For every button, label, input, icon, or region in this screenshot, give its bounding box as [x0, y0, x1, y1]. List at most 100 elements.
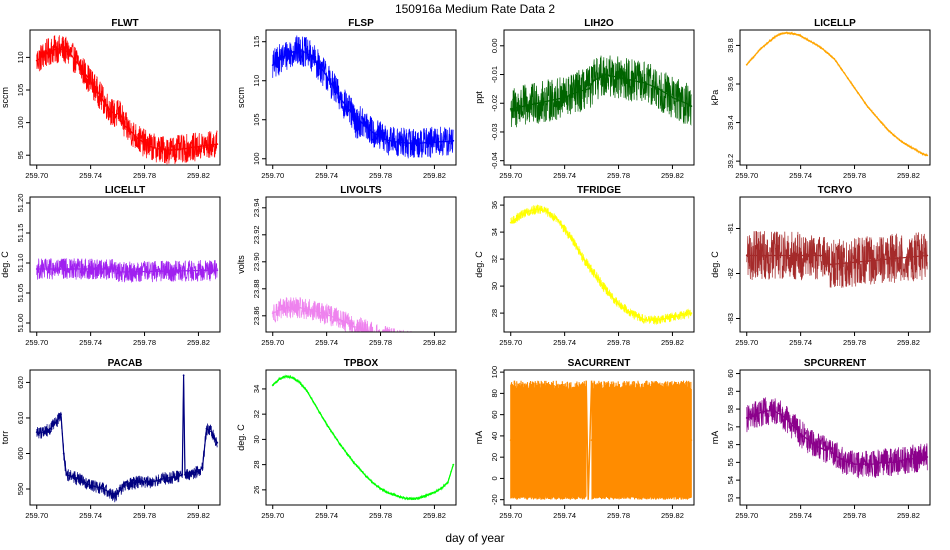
data-point — [271, 64, 274, 67]
data-point — [113, 113, 116, 116]
data-point — [345, 452, 348, 455]
y-axis-label: deg. C — [236, 424, 246, 451]
x-tick-label: 259.82 — [423, 338, 446, 347]
y-tick-label: 39.6 — [726, 77, 735, 92]
data-point — [823, 254, 826, 257]
noise-trace — [36, 35, 218, 165]
data-point — [563, 228, 566, 231]
data-point — [285, 54, 288, 56]
data-point — [658, 87, 660, 90]
data-point — [386, 139, 389, 141]
data-point — [89, 80, 92, 83]
data-point — [332, 86, 335, 88]
data-point — [62, 48, 65, 51]
data-point — [393, 338, 395, 340]
data-point — [583, 259, 586, 262]
data-point — [637, 316, 640, 319]
data-point — [926, 456, 929, 458]
data-point — [509, 221, 512, 224]
data-point — [604, 73, 606, 76]
data-point — [793, 32, 795, 35]
y-tick-label: 23.90 — [252, 252, 261, 271]
data-point — [819, 46, 822, 49]
data-point — [184, 473, 186, 476]
plot-frame — [29, 369, 221, 506]
data-point — [349, 111, 352, 113]
data-point — [372, 482, 375, 485]
panel-title: PACAB — [108, 358, 143, 369]
y-tick-label: 39.2 — [726, 154, 735, 169]
data-point — [413, 497, 416, 500]
data-point — [867, 463, 869, 466]
data-point — [799, 34, 802, 37]
plot-frame — [503, 369, 695, 506]
data-point — [130, 130, 132, 133]
series-layer — [745, 31, 929, 157]
data-point — [631, 312, 633, 314]
data-point — [76, 477, 79, 480]
x-tick-label: 259.82 — [423, 511, 446, 520]
band-series — [510, 380, 692, 500]
x-tick-label: 259.82 — [187, 338, 210, 347]
data-point — [823, 449, 826, 451]
panel-title: FLSP — [348, 18, 374, 29]
x-tick-label: 259.78 — [843, 338, 866, 347]
data-point — [181, 473, 184, 476]
noise-trace — [272, 297, 412, 332]
data-point — [887, 129, 890, 132]
y-tick-label: -83 — [726, 313, 735, 324]
trend-line — [510, 73, 692, 110]
trend-line — [746, 32, 928, 156]
data-point — [509, 108, 512, 110]
data-point — [570, 237, 573, 240]
y-tick-label: 20 — [490, 453, 499, 461]
data-point — [786, 31, 789, 34]
data-point — [298, 306, 301, 309]
data-point — [833, 58, 836, 60]
data-point — [42, 54, 45, 57]
data-point — [585, 439, 588, 442]
panel-flsp: FLSP sccm 259.70 259.74 259.78 259.82 100 105 11… — [236, 18, 457, 180]
x-tick-label: 259.74 — [79, 171, 102, 180]
data-point — [685, 102, 687, 105]
y-tick-label: 39.8 — [726, 38, 735, 53]
y-tick-label: 40 — [490, 432, 499, 440]
y-tick-label: 53 — [726, 494, 735, 502]
y-tick-label: 23.88 — [252, 279, 261, 298]
y-tick-label: 36 — [490, 201, 499, 209]
y-tick-label: -0.02 — [490, 95, 499, 112]
x-tick-label: 259.78 — [133, 338, 156, 347]
data-point — [593, 79, 596, 82]
data-point — [536, 208, 539, 211]
x-tick-label: 259.70 — [499, 338, 522, 347]
x-tick-label: 259.70 — [499, 171, 522, 180]
y-tick-label: 59 — [726, 387, 735, 395]
data-point — [113, 268, 116, 270]
data-point — [880, 121, 883, 124]
panel-spcurrent: SPCURRENT mA 259.70 259.74 259.78 259.82 53 54 5… — [710, 358, 931, 520]
y-axis-label: sccm — [0, 87, 10, 108]
y-tick-label: 30 — [490, 282, 499, 290]
data-point — [819, 447, 822, 450]
data-point — [292, 376, 294, 379]
data-point — [190, 146, 193, 149]
y-tick-label: 28 — [252, 460, 261, 468]
x-tick-label: 259.82 — [897, 338, 920, 347]
y-tick-label: 100 — [490, 366, 499, 379]
x-tick-label: 259.70 — [261, 171, 284, 180]
data-point — [298, 49, 301, 52]
x-tick-label: 259.74 — [789, 511, 812, 520]
x-tick-label: 259.74 — [789, 338, 812, 347]
data-point — [292, 50, 294, 53]
data-point — [285, 306, 288, 309]
panel-tcryo: TCRYO deg. C 259.70 259.74 259.78 259.82 -83 -8… — [710, 185, 931, 347]
data-point — [170, 149, 173, 151]
data-point — [271, 312, 274, 314]
data-point — [201, 466, 204, 469]
data-point — [393, 494, 395, 496]
data-point — [113, 495, 116, 498]
data-point — [426, 141, 429, 144]
data-point — [577, 90, 580, 93]
data-point — [345, 321, 348, 324]
data-point — [285, 375, 288, 378]
